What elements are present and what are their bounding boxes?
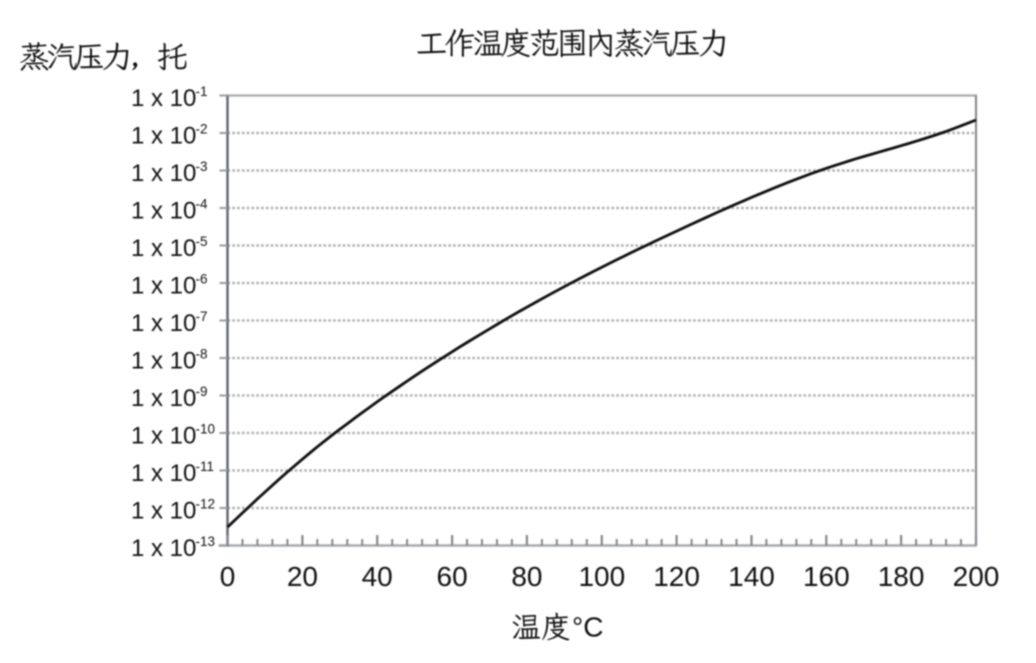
svg-text:1 x 10: 1 x 10 xyxy=(131,347,196,374)
svg-text:-1: -1 xyxy=(196,84,208,99)
svg-text:1 x 10: 1 x 10 xyxy=(131,160,196,187)
svg-text:°C: °C xyxy=(572,612,603,643)
svg-text:200: 200 xyxy=(953,561,1000,592)
svg-text:-4: -4 xyxy=(196,196,208,211)
svg-text:160: 160 xyxy=(803,561,850,592)
svg-text:1 x 10: 1 x 10 xyxy=(131,197,196,224)
svg-text:-13: -13 xyxy=(196,534,216,549)
svg-text:180: 180 xyxy=(878,561,925,592)
svg-text:1 x 10: 1 x 10 xyxy=(131,310,196,337)
svg-text:140: 140 xyxy=(728,561,775,592)
svg-text:1 x 10: 1 x 10 xyxy=(131,235,196,262)
svg-text:20: 20 xyxy=(287,561,318,592)
svg-text:1 x 10: 1 x 10 xyxy=(131,497,196,524)
svg-text:80: 80 xyxy=(511,561,542,592)
svg-text:-11: -11 xyxy=(196,459,215,474)
svg-text:-8: -8 xyxy=(196,346,208,361)
svg-text:1 x 10: 1 x 10 xyxy=(131,460,196,487)
svg-text:1 x 10: 1 x 10 xyxy=(131,122,196,149)
svg-text:-10: -10 xyxy=(196,421,216,436)
svg-text:-6: -6 xyxy=(196,271,208,286)
svg-text:-9: -9 xyxy=(196,384,208,399)
svg-text:-12: -12 xyxy=(196,496,216,511)
svg-text:60: 60 xyxy=(437,561,468,592)
svg-text:0: 0 xyxy=(220,561,236,592)
svg-text:120: 120 xyxy=(653,561,700,592)
svg-text:1 x 10: 1 x 10 xyxy=(131,422,196,449)
svg-text:-5: -5 xyxy=(196,234,208,249)
svg-text:1 x 10: 1 x 10 xyxy=(131,85,196,112)
svg-text:1 x 10: 1 x 10 xyxy=(131,272,196,299)
svg-text:1 x 10: 1 x 10 xyxy=(131,385,196,412)
svg-text:1 x 10: 1 x 10 xyxy=(131,535,196,562)
svg-text:-3: -3 xyxy=(196,159,208,174)
svg-text:40: 40 xyxy=(362,561,393,592)
svg-text:100: 100 xyxy=(578,561,625,592)
svg-text:-7: -7 xyxy=(196,309,208,324)
svg-text:-2: -2 xyxy=(196,121,208,136)
